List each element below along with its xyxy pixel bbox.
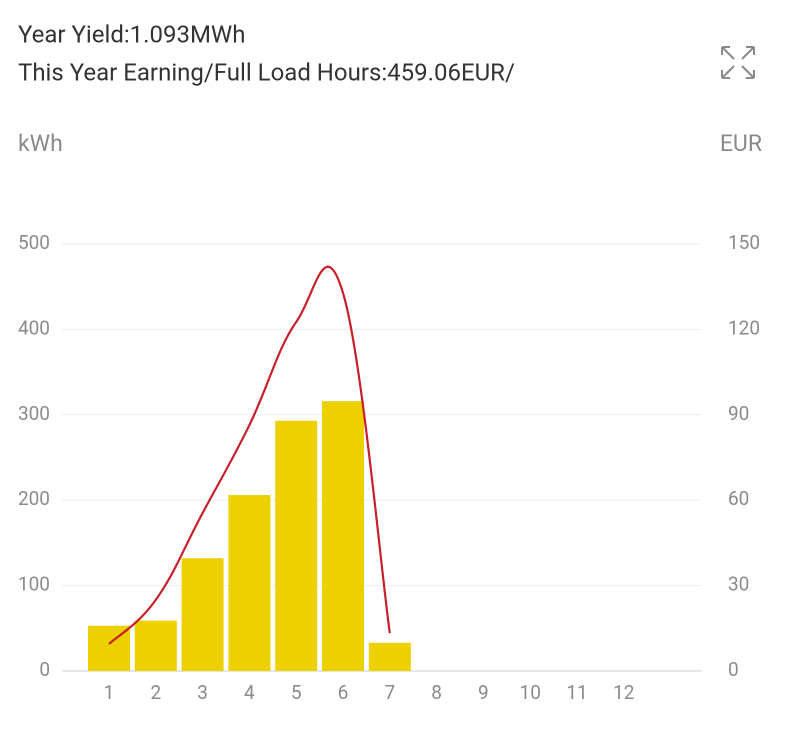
- y-tick-label: 300: [18, 402, 50, 425]
- x-tick-label: 8: [431, 681, 442, 704]
- y2-tick-label: 150: [728, 231, 760, 254]
- x-tick-label: 2: [150, 681, 161, 704]
- x-tick-label: 3: [197, 681, 208, 704]
- x-tick-label: 12: [613, 681, 634, 704]
- y-axis-label: kWh: [18, 130, 63, 157]
- bar: [368, 642, 411, 671]
- x-tick-label: 6: [338, 681, 349, 704]
- expand-icon[interactable]: [721, 46, 755, 79]
- y2-axis-label: EUR: [720, 130, 762, 157]
- bar: [322, 401, 364, 671]
- line: [108, 265, 391, 645]
- x-tick-label: 4: [244, 681, 255, 704]
- y-tick-label: 400: [18, 316, 50, 339]
- x-tick-label: 5: [291, 681, 302, 704]
- x-tick-label: 10: [520, 681, 541, 704]
- bar: [228, 495, 271, 671]
- y-tick-label: 500: [18, 231, 50, 254]
- year-yield: Year Yield:1.093MWh: [18, 20, 245, 48]
- y2-tick-label: 120: [728, 316, 760, 339]
- x-tick-label: 11: [566, 681, 587, 704]
- x-tick-label: 1: [104, 681, 115, 704]
- y-tick-label: 0: [39, 658, 50, 681]
- earning: This Year Earning/Full Load Hours:459.06…: [18, 58, 515, 86]
- bar: [181, 558, 224, 671]
- x-tick-label: 9: [478, 681, 489, 704]
- bar: [275, 420, 318, 671]
- y-tick-label: 100: [18, 573, 50, 596]
- y2-tick-label: 90: [728, 402, 749, 425]
- x-tick-label: 7: [384, 681, 395, 704]
- y2-tick-label: 60: [728, 487, 749, 510]
- bar: [134, 620, 177, 671]
- y2-tick-label: 30: [728, 573, 749, 596]
- y2-tick-label: 0: [728, 658, 739, 681]
- y-tick-label: 200: [18, 487, 50, 510]
